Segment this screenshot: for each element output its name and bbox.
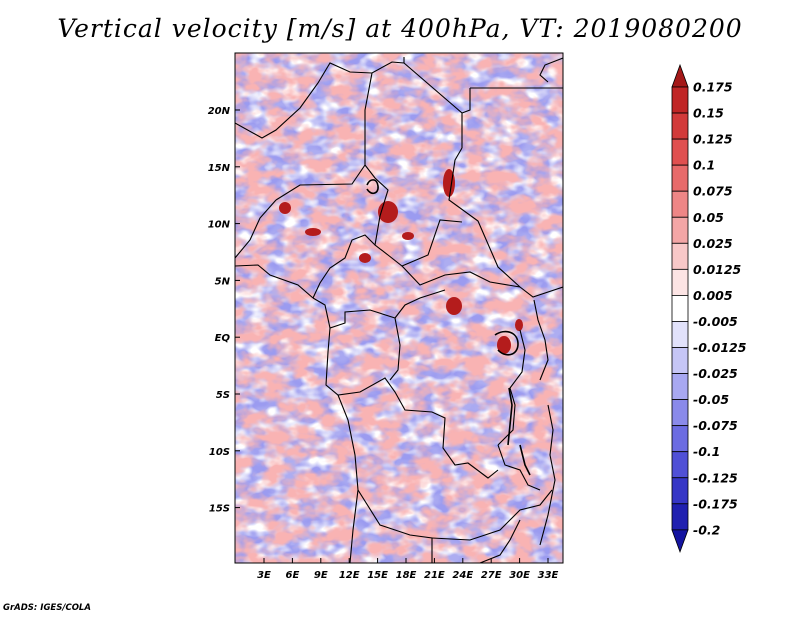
colorbar-label: -0.025	[693, 366, 738, 381]
colorbar-swatch	[671, 373, 689, 400]
lat-tick-label: 10S	[209, 447, 230, 458]
colorbar-label: -0.2	[693, 522, 720, 537]
colorbar-swatch	[671, 268, 689, 296]
colorbar-swatch	[671, 190, 689, 218]
map-title: Vertical velocity [m/s] at 400hPa, VT: 2…	[57, 14, 743, 43]
colorbar-bottom-arrow	[671, 529, 689, 554]
country-borders	[235, 57, 563, 563]
lon-tick-label: 24E	[452, 570, 473, 581]
lat-tick-label: EQ	[215, 333, 231, 344]
lat-tick-label: 15N	[208, 163, 231, 174]
colorbar-swatch	[671, 294, 689, 322]
colorbar-swatch	[671, 112, 689, 140]
colorbar-swatch	[671, 451, 689, 479]
colorbar-label: 0.175	[693, 80, 733, 95]
colorbar-label: 0.05	[693, 210, 724, 225]
colorbar-swatch	[671, 477, 689, 505]
colorbar-swatch	[671, 321, 689, 348]
colorbar-label: -0.0125	[693, 340, 747, 355]
colorbar-swatch	[671, 425, 689, 453]
colorbar-swatch	[671, 164, 689, 192]
grads-credit: GrADS: IGES/COLA	[3, 603, 91, 613]
colorbar-label: -0.075	[693, 418, 738, 433]
colorbar-label: 0.075	[693, 184, 733, 199]
lakes	[366, 179, 531, 476]
lat-tick-label: 10N	[208, 220, 231, 231]
lon-tick-label: 18E	[396, 570, 417, 581]
colorbar-label: -0.05	[693, 392, 729, 407]
colorbar-label: 0.0125	[693, 262, 742, 277]
colorbar-swatch	[671, 347, 689, 374]
velocity-field	[235, 53, 563, 563]
colorbar-label: 0.15	[693, 106, 724, 121]
lon-tick-label: 21E	[424, 570, 445, 581]
colorbar-swatch	[671, 86, 689, 114]
lon-tick-label: 27E	[481, 570, 502, 581]
longitude-axis: 3E 6E 9E 12E 15E 18E 21E 24E 27E 30E 33E	[257, 558, 559, 581]
lat-tick-label: 5N	[215, 276, 231, 287]
colorbar-label: 0.025	[693, 236, 733, 251]
lon-tick-label: 9E	[314, 570, 328, 581]
lon-tick-label: 12E	[339, 570, 360, 581]
colorbar-swatch	[671, 242, 689, 270]
lon-tick-label: 15E	[367, 570, 388, 581]
colorbar-label: -0.1	[693, 444, 720, 459]
colorbar-label: 0.005	[693, 288, 733, 303]
colorbar-label: 0.1	[693, 158, 715, 173]
lon-tick-label: 30E	[509, 570, 530, 581]
map-frame	[234, 52, 564, 564]
colorbar-label: 0.125	[693, 132, 733, 147]
colorbar-top-arrow	[671, 63, 689, 88]
lon-tick-label: 6E	[286, 570, 300, 581]
colorbar-swatch	[671, 503, 689, 531]
lat-tick-label: 20N	[208, 106, 231, 117]
colorbar-swatch	[671, 216, 689, 244]
lon-tick-label: 33E	[538, 570, 559, 581]
colorbar-label: -0.005	[693, 314, 738, 329]
colorbar: 0.175 0.15 0.125 0.1 0.075 0.05 0.025 0.0125 0.0…	[671, 63, 747, 554]
lon-tick-label: 3E	[257, 570, 271, 581]
lat-tick-label: 5S	[216, 390, 230, 401]
colorbar-swatch	[671, 399, 689, 427]
lat-tick-label: 15S	[209, 504, 230, 515]
colorbar-label: -0.125	[693, 470, 738, 485]
colorbar-label: -0.175	[693, 496, 738, 511]
latitude-axis: 20N 15N 10N 5N EQ 5S 10S 15S	[208, 106, 240, 515]
colorbar-swatch	[671, 138, 689, 166]
